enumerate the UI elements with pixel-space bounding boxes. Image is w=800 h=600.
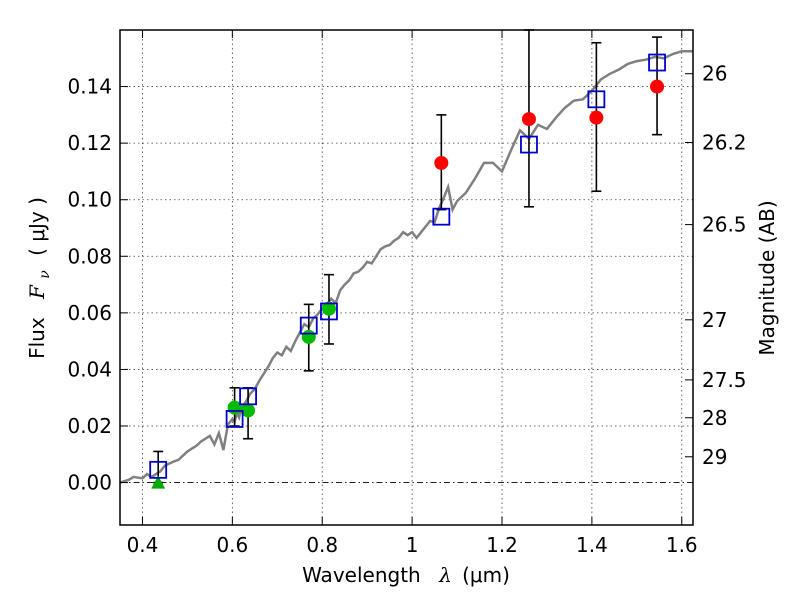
- grid-lines: [120, 30, 693, 525]
- x-tick-label: 0.4: [127, 533, 159, 557]
- marker-layer: [149, 53, 666, 489]
- y2-tick-label: 27.5: [702, 368, 747, 392]
- circle-marker: [241, 403, 256, 418]
- circle-marker: [650, 79, 665, 94]
- triangle-marker: [151, 475, 166, 489]
- y-tick-label: 0.02: [67, 414, 112, 438]
- y2-tick-label: 26.2: [702, 131, 747, 155]
- circle-marker: [301, 329, 316, 344]
- tick-layer: 0.4 0.6 0.8 1 1.2 1.4 1.6 0.00 0.02 0.04 0.06 0.08 0…: [67, 30, 747, 557]
- square-marker: [432, 207, 451, 226]
- y-tick-label: 0.04: [67, 357, 112, 381]
- square-marker: [587, 90, 606, 109]
- model-spectrum-line: [120, 49, 693, 484]
- x-tick-label: 1.6: [666, 533, 698, 557]
- x-tick-label: 1: [406, 533, 419, 557]
- y2-tick-label: 26: [702, 62, 727, 86]
- y-tick-label: 0.06: [67, 301, 112, 325]
- square-marker: [299, 316, 318, 335]
- y-tick-label: 0.00: [67, 471, 112, 495]
- y-axis-label: Flux F ν ( μJy ): [25, 197, 54, 359]
- plot-frame: [119, 29, 694, 526]
- y2-axis-label: Magnitude (AB): [755, 200, 779, 355]
- circle-marker: [321, 301, 336, 316]
- y-tick-label: 0.10: [67, 188, 112, 212]
- y2-tick-label: 28: [702, 406, 727, 430]
- x-tick-label: 1.4: [576, 533, 608, 557]
- y2-tick-label: 27: [702, 308, 727, 332]
- y-tick-label: 0.08: [67, 244, 112, 268]
- model-layer: [120, 49, 693, 484]
- square-marker: [239, 387, 257, 406]
- x-tick-label: 0.6: [216, 533, 248, 557]
- square-marker: [520, 135, 538, 154]
- y-tick-label: 0.14: [67, 75, 112, 99]
- y-tick-label: 0.12: [67, 131, 112, 155]
- x-tick-label: 0.8: [306, 533, 338, 557]
- circle-marker: [521, 112, 536, 127]
- square-marker: [648, 53, 666, 72]
- x-tick-label: 1.2: [486, 533, 518, 557]
- square-marker: [320, 302, 338, 321]
- y2-tick-label: 26.5: [702, 213, 747, 237]
- circle-marker: [434, 155, 449, 170]
- square-marker: [149, 460, 168, 479]
- y2-tick-label: 29: [702, 445, 727, 469]
- circle-marker: [589, 110, 604, 125]
- square-marker: [225, 410, 244, 428]
- x-axis-label: Wavelength λ (μm): [302, 563, 510, 587]
